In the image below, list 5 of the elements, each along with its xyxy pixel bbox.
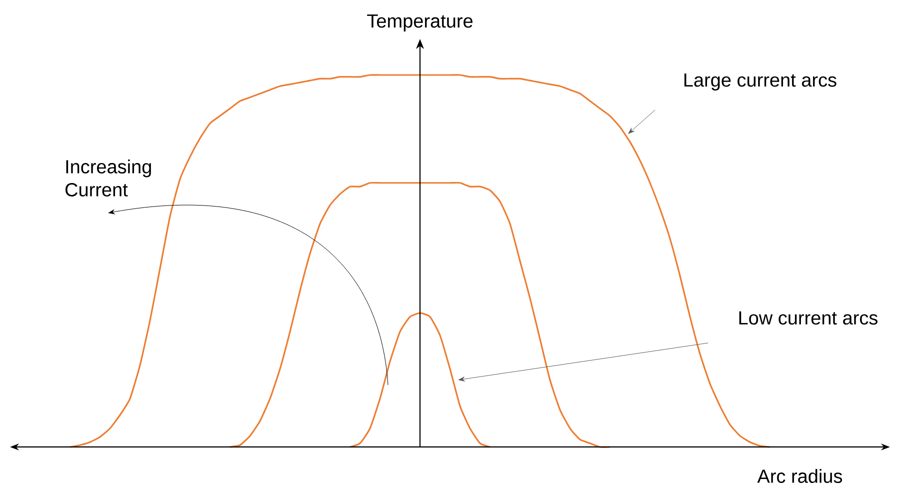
x-axis-title: Arc radius: [757, 469, 842, 483]
annotation: Low current arcs: [739, 311, 878, 325]
y-axis-title: Temperature: [367, 14, 472, 32]
annotation: Large current arcs: [684, 73, 836, 90]
annotation: Increasing Current: [66, 160, 151, 196]
